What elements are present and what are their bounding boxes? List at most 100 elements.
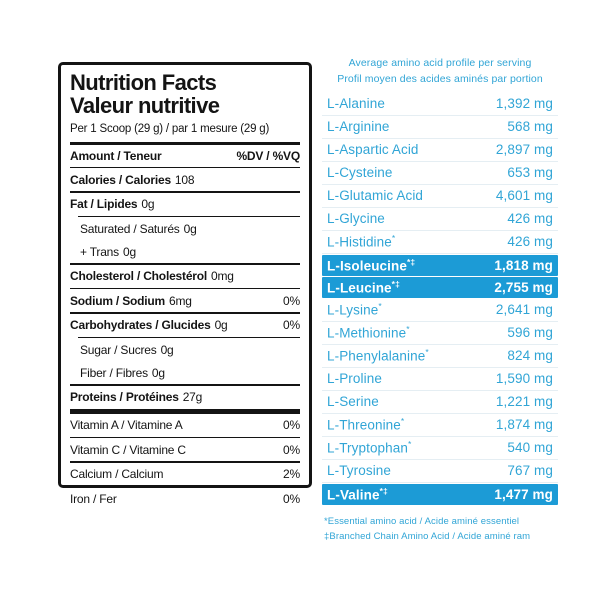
nutrition-row: Carbohydrates / Glucides 0g 0% <box>70 314 300 337</box>
amino-acid-profile-panel: Average amino acid profile per serving P… <box>322 55 558 544</box>
amino-acid-marker: * <box>406 324 410 335</box>
amino-footnotes: *Essential amino acid / Acide aminé esse… <box>322 514 558 544</box>
nutrition-row: Proteins / Protéines 27g <box>70 386 300 409</box>
amino-acid-row: L-Methionine* 596 mg <box>322 322 558 345</box>
amount-header-label: Amount / Teneur <box>70 148 162 163</box>
nutrient-label: Cholesterol / Cholestérol 0mg <box>70 269 234 284</box>
divider <box>78 336 300 339</box>
divider <box>70 485 300 488</box>
amino-acid-value: 1,477 mg <box>494 486 553 502</box>
nutrient-label: Proteins / Protéines 27g <box>70 390 203 405</box>
nutrition-row: Sodium / Sodium 6mg 0% <box>70 289 300 312</box>
nutrition-row: Sugar / Sucres 0g <box>70 338 300 361</box>
amino-rows: L-Alanine 1,392 mg L-Arginine 568 mg L-Aspar… <box>322 93 558 505</box>
nutrient-label: Sodium / Sodium 6mg <box>70 293 192 308</box>
amino-acid-value: 1,392 mg <box>495 96 553 112</box>
nutrient-label: + Trans 0g <box>80 244 136 259</box>
divider <box>78 215 300 218</box>
nutrition-row: + Trans 0g <box>70 240 300 263</box>
nutrition-facts-panel: Nutrition Facts Valeur nutritive Per 1 S… <box>58 62 312 506</box>
nutrition-column-header: Amount / Teneur %DV / %VQ <box>70 145 300 167</box>
amino-acid-value: 426 mg <box>507 211 553 227</box>
amino-acid-value: 568 mg <box>507 119 553 135</box>
amino-acid-row: L-Valine*‡ 1,477 mg <box>322 483 558 505</box>
amino-profile-title-en: Average amino acid profile per serving <box>348 57 532 69</box>
amino-acid-marker: *‡ <box>406 256 416 267</box>
amino-acid-value: 426 mg <box>507 234 553 250</box>
nutrient-amount: 0g <box>151 365 165 380</box>
amino-acid-row: L-Isoleucine*‡ 1,818 mg <box>322 254 558 276</box>
nutrient-label: Vitamin A / Vitamine A <box>70 418 183 433</box>
nutrient-label: Calcium / Calcium <box>70 467 164 482</box>
nutrient-amount: 0mg <box>211 269 234 284</box>
amino-acid-marker: * <box>425 347 429 358</box>
nutrient-amount: 108 <box>174 172 195 187</box>
amino-acid-value: 1,874 mg <box>495 417 553 433</box>
amino-acid-row: L-Leucine*‡ 2,755 mg <box>322 276 558 298</box>
nutrient-dv: 0% <box>283 491 300 506</box>
amino-acid-value: 1,221 mg <box>495 394 553 410</box>
amino-acid-name: L-Phenylalanine* <box>327 347 429 364</box>
divider <box>70 408 300 414</box>
nutrition-row: Fat / Lipides 0g <box>70 193 300 216</box>
nutrient-label: Saturated / Saturés 0g <box>80 221 197 236</box>
amino-acid-row: L-Threonine* 1,874 mg <box>322 414 558 437</box>
nutrient-amount: 0g <box>183 221 197 236</box>
nutrient-label: Fat / Lipides 0g <box>70 197 155 212</box>
amino-acid-name: L-Arginine <box>327 119 390 135</box>
divider <box>70 191 300 193</box>
amino-acid-value: 596 mg <box>507 325 553 341</box>
footnote-line: ‡Branched Chain Amino Acid / Acide aminé… <box>324 530 531 542</box>
amino-acid-marker: * <box>378 301 382 312</box>
nutrient-dv: 0% <box>283 418 300 433</box>
nutrition-row: Calcium / Calcium 2% <box>70 463 300 486</box>
divider <box>70 461 300 463</box>
divider <box>70 287 300 290</box>
nutrition-row: Iron / Fer 0% <box>70 487 300 510</box>
nutrition-title-en: Nutrition Facts <box>70 70 217 95</box>
nutrient-dv: 0% <box>283 442 300 457</box>
nutrient-dv: 0% <box>283 318 300 333</box>
amino-acid-row: L-Glutamic Acid 4,601 mg <box>322 185 558 208</box>
divider <box>70 166 300 169</box>
nutrient-label: Calories / Calories 108 <box>70 172 195 187</box>
dv-header-label: %DV / %VQ <box>236 148 300 163</box>
amino-acid-name: L-Threonine* <box>327 416 405 433</box>
amino-acid-name: L-Serine <box>327 394 379 410</box>
nutrient-label: Fiber / Fibres 0g <box>80 365 165 380</box>
amino-acid-marker: * <box>391 233 396 244</box>
amino-acid-row: L-Cysteine 653 mg <box>322 162 558 185</box>
amino-acid-marker: * <box>400 416 405 427</box>
nutrition-row: Fiber / Fibres 0g <box>70 361 300 384</box>
amino-acid-row: L-Arginine 568 mg <box>322 116 558 139</box>
nutrient-amount: 0g <box>141 197 155 212</box>
amino-acid-value: 767 mg <box>507 463 553 479</box>
amino-acid-value: 653 mg <box>507 165 553 181</box>
amino-acid-value: 2,755 mg <box>494 279 553 295</box>
divider <box>70 384 300 386</box>
divider <box>70 436 300 439</box>
amino-acid-row: L-Aspartic Acid 2,897 mg <box>322 139 558 162</box>
amino-acid-marker: *‡ <box>379 485 388 496</box>
nutrient-amount: 0g <box>160 342 174 357</box>
amino-acid-name: L-Glycine <box>327 211 385 227</box>
nutrition-row: Cholesterol / Cholestérol 0mg <box>70 265 300 288</box>
divider <box>70 312 300 314</box>
amino-acid-value: 2,897 mg <box>495 142 553 158</box>
amino-acid-name: L-Leucine*‡ <box>327 278 400 296</box>
nutrition-row: Calories / Calories 108 <box>70 168 300 191</box>
amino-acid-row: L-Proline 1,590 mg <box>322 368 558 391</box>
nutrition-row: Saturated / Saturés 0g <box>70 217 300 240</box>
amino-acid-name: L-Glutamic Acid <box>327 188 424 204</box>
amino-acid-row: L-Serine 1,221 mg <box>322 391 558 414</box>
amino-acid-row: L-Glycine 426 mg <box>322 208 558 231</box>
divider <box>70 263 300 265</box>
amino-acid-value: 2,641 mg <box>495 302 553 318</box>
amino-acid-row: L-Histidine* 426 mg <box>322 231 558 254</box>
amino-acid-name: L-Histidine* <box>327 233 396 250</box>
nutrition-title-fr: Valeur nutritive <box>70 92 220 118</box>
amino-acid-value: 4,601 mg <box>495 188 553 204</box>
amino-acid-name: L-Tyrosine <box>327 463 392 479</box>
nutrition-row: Vitamin C / Vitamine C 0% <box>70 438 300 461</box>
divider-thick <box>70 141 300 145</box>
